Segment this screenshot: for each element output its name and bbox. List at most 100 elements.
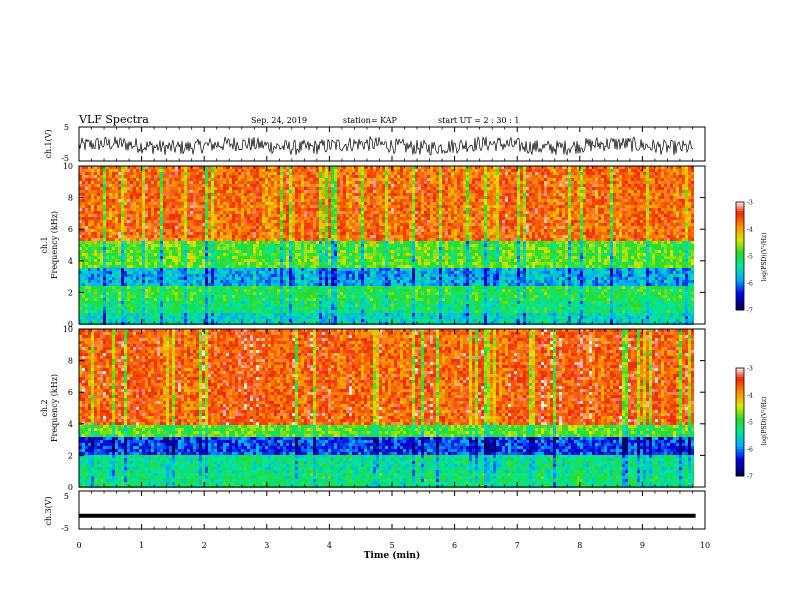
ch1-spectrogram-cell [586,181,589,184]
ch1-spectrogram-cell [274,190,277,193]
ch1-spectrogram-cell [661,169,664,172]
ch1-spectrogram-cell [106,196,109,199]
ch1-spectrogram-cell [655,175,658,178]
ch1-spectrogram-cell [613,199,616,202]
ch1-spectrogram-cell [613,202,616,205]
ch1-spectrogram-cell [688,193,691,196]
ch1-spectrogram-cell [157,202,160,205]
ch1-spectrogram-cell [397,181,400,184]
ch1-spectrogram-cell [667,187,670,190]
ch1-spectrogram-cell [469,205,472,208]
ch1-spectrogram-cell [124,172,127,175]
ch1-spectrogram-cell [208,202,211,205]
ch1-spectrogram-cell [214,190,217,193]
ch1-spectrogram-cell [163,190,166,193]
ch1-spectrogram-cell [436,211,439,214]
ch1-spectrogram-cell [610,169,613,172]
ch1-spectrogram-cell [487,214,490,217]
ch1-spectrogram-cell [436,184,439,187]
ch1-spectrogram-cell [496,190,499,193]
ch1-spectrogram-cell [265,178,268,181]
ch1-spectrogram-cell [154,175,157,178]
ch1-spectrogram-cell [343,178,346,181]
ch1-spectrogram-cell [280,214,283,217]
ch1-spectrogram-cell [130,172,133,175]
ch1-spectrogram-cell [241,172,244,175]
ch1-spectrogram-cell [355,175,358,178]
ch1-spectrogram-cell [298,190,301,193]
ch1-spectrogram-cell [295,178,298,181]
ch1-spectrogram-cell [118,178,121,181]
ch1-spectrogram-cell [475,178,478,181]
ch1-spectrogram-cell [580,178,583,181]
ch1-spectrogram-cell [331,187,334,190]
ch1-spectrogram-cell [85,214,88,217]
ch1-spectrogram-cell [223,184,226,187]
ch1-spectrogram-cell [334,202,337,205]
ch1-spectrogram-cell [616,196,619,199]
ch1-spectrogram-cell [640,196,643,199]
ch1-spectrogram-cell [166,199,169,202]
ch1-spectrogram-cell [154,193,157,196]
ch1-spectrogram-cell [454,172,457,175]
ch1-spectrogram-cell [646,181,649,184]
ch1-spectrogram-cell [337,187,340,190]
ch1-spectrogram-cell [664,208,667,211]
ch1-spectrogram-cell [319,178,322,181]
ch1-spectrogram-cell [130,187,133,190]
ch1-spectrogram-cell [598,181,601,184]
ch1-spectrogram-cell [433,202,436,205]
ch1-spectrogram-cell [343,196,346,199]
ch1-spectrogram-cell [352,205,355,208]
ch1-spectrogram-cell [439,199,442,202]
ch1-spectrogram-cell [355,193,358,196]
ch1-spectrogram-cell [223,199,226,202]
ch1-spectrogram-cell [610,184,613,187]
ch1-spectrogram-cell [538,205,541,208]
ch1-spectrogram-cell [574,175,577,178]
ch1-spectrogram-cell [178,190,181,193]
ch1-spectrogram-cell [670,187,673,190]
ch1-spectrogram-cell [118,199,121,202]
ch1-spectrogram-cell [307,193,310,196]
ch1-spectrogram-cell [670,199,673,202]
ch1-spectrogram-cell [469,208,472,211]
ch1-spectrogram-cell [556,181,559,184]
ch1-spectrogram-cell [223,214,226,217]
ch1-spectrogram-cell [610,172,613,175]
ch1-spectrogram-cell [436,205,439,208]
ch1-spectrogram-cell [241,190,244,193]
ch1-spectrogram-cell [655,178,658,181]
ch1-spectrogram-cell [241,187,244,190]
ch1-spectrogram-cell [142,178,145,181]
ch1-spectrogram-cell [268,193,271,196]
ch1-spectrogram-cell [115,184,118,187]
ch1-spectrogram-cell [328,211,331,214]
ch1-spectrogram-cell [412,190,415,193]
ch1-spectrogram-cell [409,211,412,214]
ch1-spectrogram-cell [109,184,112,187]
ch1-spectrogram-cell [631,205,634,208]
ch1-spectrogram-cell [316,196,319,199]
ch1-spectrogram-cell [160,196,163,199]
ch1-spectrogram-cell [688,211,691,214]
ch1-spectrogram-cell [223,202,226,205]
ch1-spectrogram-cell [631,199,634,202]
ch1-spectrogram-cell [673,181,676,184]
ch1-spectrogram-cell [601,184,604,187]
ch1-spectrogram-cell [343,199,346,202]
ch1-spectrogram-cell [577,214,580,217]
ch1-spectrogram-cell [214,211,217,214]
ch1-spectrogram-cell [559,175,562,178]
ch1-spectrogram-cell [391,205,394,208]
ch1-spectrogram-cell [691,178,694,181]
ch1-spectrogram-cell [610,175,613,178]
ch1-spectrogram-cell [307,178,310,181]
ch1-spectrogram-cell [562,175,565,178]
ch1-spectrogram-cell [112,175,115,178]
ch1-spectrogram-cell [307,208,310,211]
ch1-spectrogram-cell [283,196,286,199]
ch1-spectrogram-cell [451,202,454,205]
ch1-spectrogram-cell [442,172,445,175]
ch1-spectrogram-cell [181,190,184,193]
